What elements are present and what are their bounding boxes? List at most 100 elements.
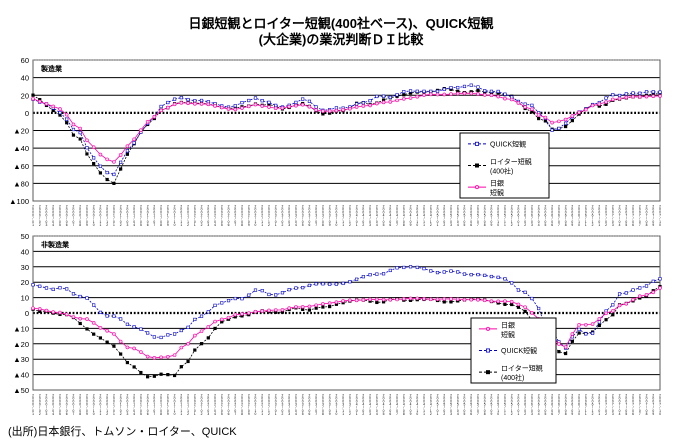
svg-text:8: 8 — [565, 223, 567, 227]
svg-text:8: 8 — [241, 412, 243, 416]
svg-text:60: 60 — [21, 56, 29, 65]
svg-text:0: 0 — [416, 223, 418, 227]
svg-text:4: 4 — [295, 412, 297, 416]
svg-text:9: 9 — [491, 223, 493, 227]
svg-text:0: 0 — [659, 412, 661, 416]
svg-text:9: 9 — [652, 223, 654, 227]
svg-text:1: 1 — [517, 412, 519, 416]
svg-text:8: 8 — [79, 412, 81, 416]
svg-text:1: 1 — [598, 223, 600, 227]
svg-text:3: 3 — [126, 412, 128, 416]
svg-text:0: 0 — [93, 223, 95, 227]
svg-text:6: 6 — [228, 412, 230, 416]
svg-text:6: 6 — [147, 412, 149, 416]
svg-text:短観: 短観 — [501, 330, 515, 339]
svg-text:6: 6 — [308, 412, 310, 416]
svg-text:2: 2 — [524, 223, 526, 227]
svg-text:2: 2 — [187, 223, 189, 227]
svg-text:7: 7 — [73, 223, 75, 227]
svg-text:1: 1 — [261, 223, 263, 227]
svg-text:5: 5 — [221, 412, 223, 416]
svg-text:3: 3 — [288, 223, 290, 227]
svg-text:4: 4 — [376, 223, 378, 227]
svg-text:1: 1 — [356, 223, 358, 227]
svg-text:0: 0 — [25, 109, 29, 118]
svg-text:4: 4 — [52, 412, 54, 416]
svg-text:1: 1 — [261, 412, 263, 416]
svg-text:1: 1 — [437, 223, 439, 227]
svg-text:7: 7 — [396, 412, 398, 416]
svg-text:5: 5 — [383, 412, 385, 416]
svg-text:▲40: ▲40 — [13, 144, 29, 153]
svg-text:2: 2 — [120, 412, 122, 416]
svg-text:7: 7 — [315, 223, 317, 227]
svg-text:0: 0 — [497, 223, 499, 227]
svg-text:4: 4 — [52, 223, 54, 227]
svg-text:2: 2 — [443, 223, 445, 227]
svg-text:8: 8 — [646, 412, 648, 416]
svg-text:5: 5 — [625, 412, 627, 416]
svg-text:5: 5 — [625, 223, 627, 227]
svg-text:1: 1 — [275, 412, 277, 416]
svg-text:10: 10 — [21, 294, 29, 303]
svg-text:0: 0 — [174, 412, 176, 416]
svg-text:4: 4 — [457, 223, 459, 227]
svg-text:2: 2 — [511, 412, 513, 416]
svg-text:▲40: ▲40 — [13, 371, 29, 380]
svg-text:3: 3 — [207, 412, 209, 416]
svg-text:1: 1 — [113, 223, 115, 227]
svg-text:0: 0 — [174, 223, 176, 227]
svg-text:1: 1 — [275, 223, 277, 227]
svg-text:4: 4 — [619, 223, 621, 227]
svg-text:2: 2 — [443, 412, 445, 416]
svg-text:6: 6 — [147, 223, 149, 227]
svg-text:1: 1 — [342, 223, 344, 227]
svg-text:1: 1 — [437, 412, 439, 416]
svg-text:4: 4 — [133, 412, 135, 416]
svg-text:0: 0 — [578, 223, 580, 227]
svg-text:4: 4 — [376, 412, 378, 416]
svg-text:6: 6 — [632, 412, 634, 416]
svg-text:6: 6 — [228, 223, 230, 227]
svg-text:20: 20 — [21, 91, 29, 100]
svg-text:(400社): (400社) — [501, 373, 524, 382]
svg-text:0: 0 — [25, 309, 29, 318]
svg-text:9: 9 — [571, 412, 573, 416]
svg-text:ロイター短観: ロイター短観 — [501, 364, 543, 373]
svg-text:▲80: ▲80 — [13, 179, 29, 188]
svg-text:1: 1 — [423, 412, 425, 416]
svg-text:2: 2 — [268, 412, 270, 416]
svg-text:3: 3 — [126, 223, 128, 227]
svg-text:製造業: 製造業 — [40, 64, 63, 73]
svg-text:9: 9 — [86, 412, 88, 416]
svg-text:3: 3 — [46, 412, 48, 416]
svg-text:2: 2 — [605, 412, 607, 416]
svg-text:ロイター短観: ロイター短観 — [490, 157, 532, 166]
svg-text:4: 4 — [538, 223, 540, 227]
svg-text:0: 0 — [497, 412, 499, 416]
svg-text:9: 9 — [167, 223, 169, 227]
svg-text:▲20: ▲20 — [13, 127, 29, 136]
svg-text:▲30: ▲30 — [13, 355, 29, 364]
svg-text:50: 50 — [21, 232, 29, 241]
svg-text:1: 1 — [99, 412, 101, 416]
svg-text:6: 6 — [470, 412, 472, 416]
svg-text:3: 3 — [531, 412, 533, 416]
svg-text:6: 6 — [66, 223, 68, 227]
svg-text:8: 8 — [403, 412, 405, 416]
svg-text:5: 5 — [59, 412, 61, 416]
svg-text:QUICK短観: QUICK短観 — [501, 346, 537, 355]
svg-text:▲100: ▲100 — [9, 197, 29, 206]
svg-text:2: 2 — [430, 412, 432, 416]
svg-text:6: 6 — [551, 223, 553, 227]
svg-text:8: 8 — [484, 223, 486, 227]
svg-text:非製造業: 非製造業 — [41, 240, 70, 249]
svg-text:2: 2 — [349, 223, 351, 227]
svg-text:6: 6 — [551, 412, 553, 416]
svg-text:8: 8 — [160, 412, 162, 416]
svg-text:5: 5 — [464, 223, 466, 227]
svg-text:1: 1 — [180, 412, 182, 416]
svg-text:8: 8 — [160, 223, 162, 227]
svg-text:▲20: ▲20 — [13, 340, 29, 349]
svg-text:2: 2 — [106, 412, 108, 416]
